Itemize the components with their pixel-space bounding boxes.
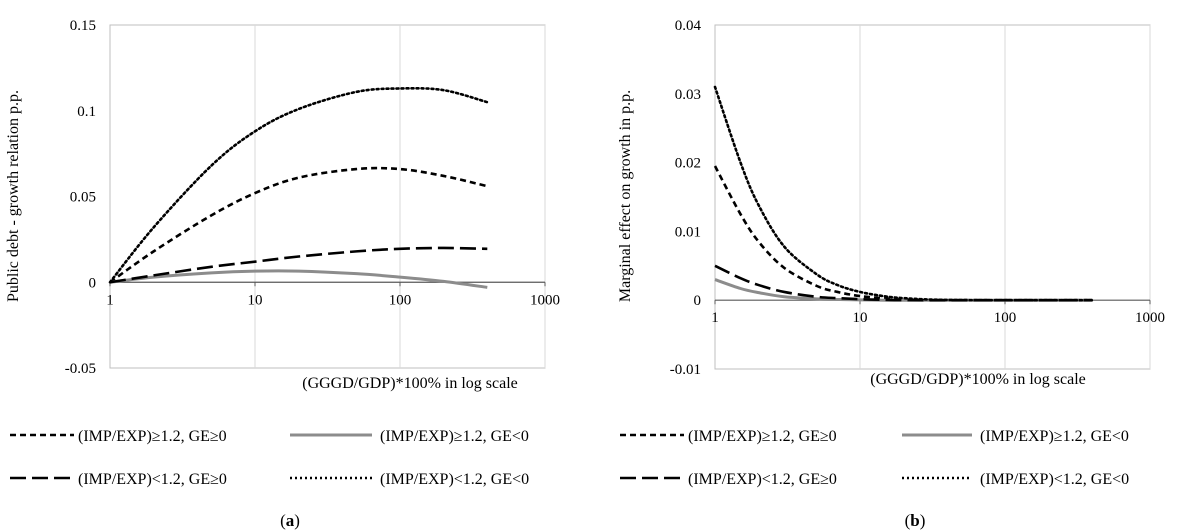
y-tick-label: 0.04	[675, 18, 702, 34]
x-tick-label: 100	[389, 292, 412, 308]
y-tick-label: 0.15	[70, 18, 96, 34]
legend-label-1: (IMP/EXP)≥1.2, GE≥0	[78, 428, 227, 445]
x-tick-label: 10	[248, 292, 263, 308]
plot-area-border	[109, 24, 546, 369]
series-line-4	[108, 86, 489, 284]
y-tick-label: 0.05	[70, 190, 96, 206]
panel-label: (b)	[905, 511, 926, 530]
series-line-2	[109, 269, 488, 289]
plot-area-border	[714, 24, 1151, 370]
legend-label-4: (IMP/EXP)<1.2, GE<0	[380, 471, 529, 488]
legend-label-2: (IMP/EXP)≥1.2, GE<0	[380, 428, 529, 445]
y-tick-label: 0	[694, 293, 702, 309]
x-tick-label: 1000	[530, 292, 560, 308]
x-axis-label: (GGGD/GDP)*100% in log scale	[870, 371, 1086, 388]
x-tick-label: 100	[994, 310, 1017, 326]
x-tick-label: 1	[711, 310, 719, 326]
y-axis-label: Marginal effect on growth in p.p.	[617, 90, 634, 302]
legend-label-3: (IMP/EXP)<1.2, GE≥0	[688, 471, 837, 488]
y-tick-label: -0.05	[65, 361, 96, 377]
x-tick-label: 10	[853, 310, 868, 326]
y-tick-label: 0.1	[77, 104, 96, 120]
chart-panel-b: 1 10 100 1000 -0.01 0 0.01 0.02 0.03 0.04 (GGGD/GD…	[617, 18, 1165, 530]
legend-label-2: (IMP/EXP)≥1.2, GE<0	[980, 428, 1129, 445]
y-tick-label: 0.03	[675, 87, 701, 103]
y-tick-label: 0	[89, 275, 97, 291]
y-axis-label: Public debt - growth relation p.p.	[5, 90, 22, 302]
x-tick-label: 1	[106, 292, 114, 308]
series-line-1	[713, 165, 1093, 302]
legend-label-1: (IMP/EXP)≥1.2, GE≥0	[688, 428, 837, 445]
series-line-3	[109, 246, 488, 284]
legend-label-3: (IMP/EXP)<1.2, GE≥0	[78, 471, 227, 488]
y-tick-label: 0.01	[675, 224, 701, 240]
x-axis-label: (GGGD/GDP)*100% in log scale	[302, 375, 518, 392]
series-line-1	[109, 166, 488, 284]
y-tick-label: 0.02	[675, 156, 701, 172]
y-tick-label: -0.01	[670, 362, 701, 378]
series-line-4	[713, 85, 1094, 302]
series-line-2	[714, 278, 1093, 302]
legend-label-4: (IMP/EXP)<1.2, GE<0	[980, 471, 1129, 488]
x-tick-label: 1000	[1135, 310, 1165, 326]
panel-label: (a)	[280, 511, 300, 530]
chart-panel-a: 1 10 100 1000 -0.05 0 0.05 0.1 0.15 (GGGD/GDP)*10…	[5, 18, 560, 530]
